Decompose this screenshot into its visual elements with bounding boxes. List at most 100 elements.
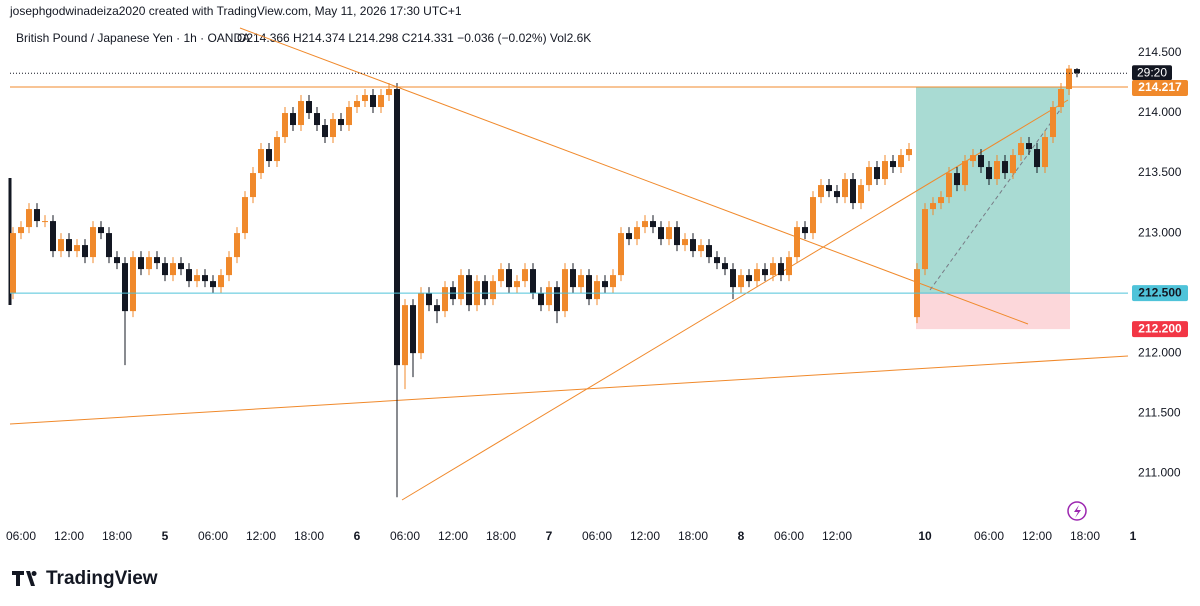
candle-body <box>354 101 360 108</box>
candle-body <box>802 227 808 234</box>
candle-body <box>546 287 552 306</box>
trend-line <box>9 355 1129 425</box>
candle-body <box>522 269 528 282</box>
candle-body <box>794 227 800 258</box>
candle-body <box>250 173 256 198</box>
candle-body <box>1074 69 1080 74</box>
y-tick-label: 213.500 <box>1138 165 1182 179</box>
candle-body <box>50 221 56 252</box>
candle-body <box>666 227 672 240</box>
candle-body <box>610 275 616 288</box>
candle-body <box>210 281 216 288</box>
candle-body <box>626 233 632 240</box>
candle-body <box>578 275 584 288</box>
candle-body <box>906 149 912 156</box>
candle-body <box>418 293 424 354</box>
candle-body <box>442 287 448 312</box>
y-tick-label: 214.000 <box>1138 105 1182 119</box>
candle-body <box>234 233 240 258</box>
candle-body <box>466 275 472 306</box>
candle-body <box>922 209 928 270</box>
x-tick-label: 18:00 <box>678 529 708 543</box>
y-tick-label: 211.500 <box>1138 405 1181 419</box>
candle-body <box>978 155 984 168</box>
candle-body <box>482 281 488 300</box>
x-tick-label: 6 <box>354 529 361 543</box>
candle-body <box>986 167 992 180</box>
candle-body <box>498 269 504 282</box>
candle-body <box>554 287 560 312</box>
candle-body <box>490 281 496 300</box>
candle-body <box>378 95 384 108</box>
candle-body <box>1034 149 1040 168</box>
candle-body <box>842 179 848 198</box>
candle-body <box>706 245 712 258</box>
price-badge-label: 212.500 <box>1138 285 1182 299</box>
candle-body <box>170 263 176 276</box>
candle-body <box>386 89 392 96</box>
candle-body <box>618 233 624 276</box>
candle-body <box>106 233 112 258</box>
x-tick-label: 1 <box>1130 529 1137 543</box>
candle-body <box>506 269 512 288</box>
price-badge <box>1132 321 1188 338</box>
candle-body <box>874 167 880 180</box>
alert-icon[interactable] <box>1067 501 1087 521</box>
candle-body <box>1018 143 1024 156</box>
candle-body <box>306 101 312 114</box>
candle-body <box>682 239 688 246</box>
candle-body <box>362 95 368 102</box>
candle-body <box>594 281 600 300</box>
candle-body <box>658 227 664 240</box>
trend-line <box>401 99 1069 501</box>
candle-body <box>242 197 248 234</box>
candle-body <box>346 107 352 126</box>
candle-body <box>338 119 344 126</box>
x-tick-label: 18:00 <box>102 529 132 543</box>
x-tick-label: 12:00 <box>54 529 84 543</box>
candle-body <box>762 269 768 276</box>
candle-body <box>370 95 376 108</box>
candle-body <box>34 209 40 222</box>
candle-body <box>778 263 784 276</box>
candle-body <box>146 257 152 270</box>
candle-body <box>746 275 752 282</box>
candle-body <box>82 245 88 258</box>
candle-body <box>722 263 728 270</box>
candle-body <box>730 269 736 288</box>
symbol: British Pound / Japanese Yen · 1h · OAND… <box>16 31 250 45</box>
y-tick-label: 213.000 <box>1138 225 1182 239</box>
candle-body <box>42 221 48 223</box>
candle-body <box>834 191 840 198</box>
price-badge-label: 214.217 <box>1138 80 1182 94</box>
candle-body <box>1050 107 1056 138</box>
candle-body <box>434 305 440 312</box>
x-tick-label: 12:00 <box>630 529 660 543</box>
x-tick-label: 12:00 <box>246 529 276 543</box>
candle-body <box>602 281 608 288</box>
candle-body <box>994 161 1000 180</box>
candle-body <box>266 149 272 162</box>
candle-body <box>690 239 696 252</box>
x-tick-label: 18:00 <box>486 529 516 543</box>
candle-body <box>674 227 680 246</box>
candle-body <box>290 113 296 126</box>
candle-body <box>98 227 104 234</box>
x-tick-label: 06:00 <box>198 529 228 543</box>
candle-body <box>1010 155 1016 174</box>
x-tick-label: 06:00 <box>390 529 420 543</box>
candle-body <box>770 263 776 276</box>
candle-body <box>882 161 888 180</box>
x-tick-label: 18:00 <box>294 529 324 543</box>
candle-body <box>938 197 944 204</box>
x-tick-label: 06:00 <box>582 529 612 543</box>
candle-body <box>954 173 960 186</box>
candle-body <box>642 221 648 228</box>
candle-body <box>714 257 720 264</box>
candle-body <box>202 275 208 282</box>
candle-body <box>586 275 592 300</box>
candle-body <box>1058 89 1064 108</box>
candle-body <box>426 293 432 306</box>
